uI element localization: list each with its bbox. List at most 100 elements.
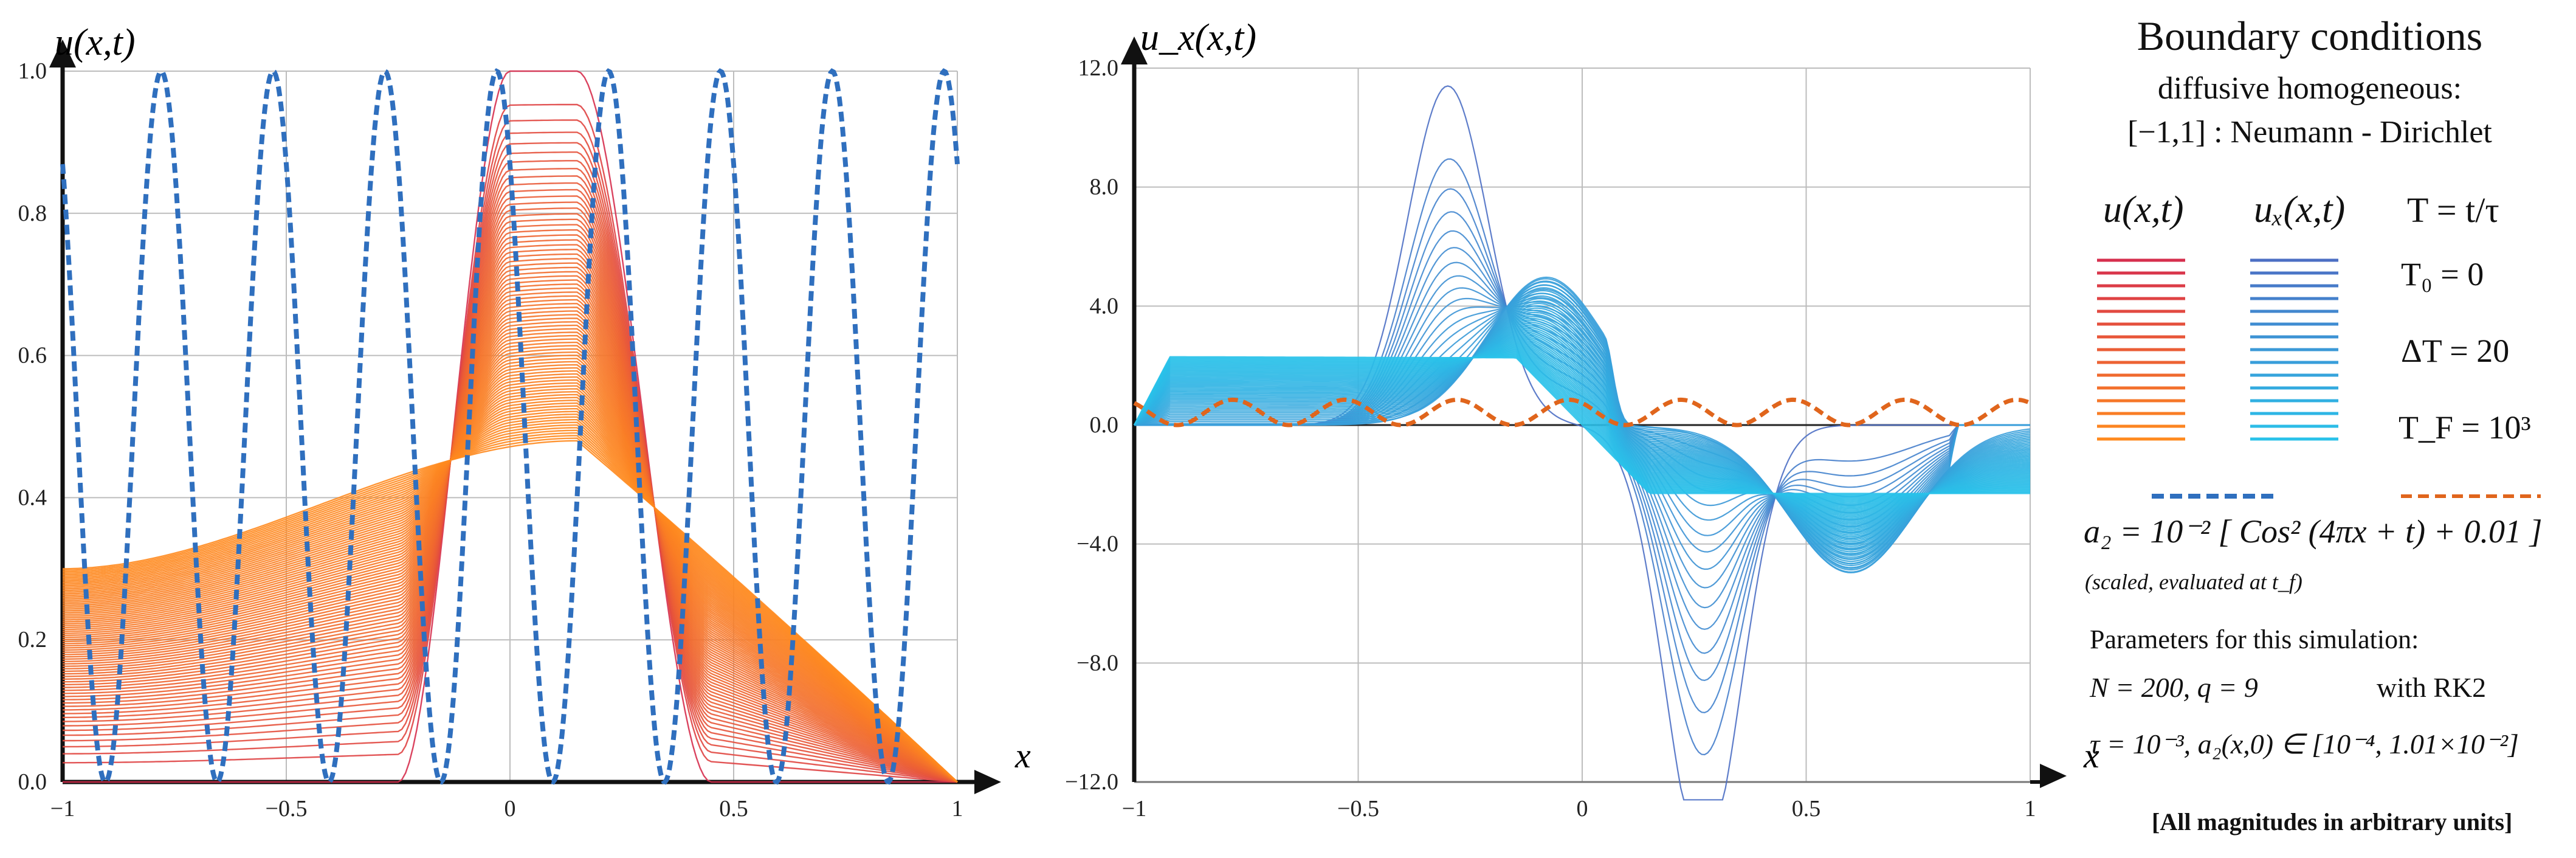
u-curve-39 xyxy=(63,321,958,783)
u-curve-19 xyxy=(63,239,958,783)
u-curve-22 xyxy=(63,253,958,783)
y-tick-label: 0.8 xyxy=(18,201,47,226)
u-curve-79 xyxy=(63,440,958,783)
x-axis-arrow xyxy=(974,770,1001,794)
u-curve-54 xyxy=(63,370,958,783)
legend-panel: Boundary conditions diffusive homogeneou… xyxy=(2061,0,2576,858)
u-curve-3 xyxy=(63,131,958,783)
ux-curve-42 xyxy=(1134,329,2031,530)
ux-curve-55 xyxy=(1134,344,2031,511)
y-tick-label: 8.0 xyxy=(1090,175,1119,200)
legend-dT: ΔT = 20 xyxy=(2401,333,2510,369)
y-tick-label: 0.0 xyxy=(18,769,47,795)
x-tick-label: 1 xyxy=(952,796,963,822)
ux-curve-22 xyxy=(1134,289,2031,564)
u-curve-7 xyxy=(63,168,958,783)
param-row-1: N = 200, q = 9 xyxy=(2090,672,2258,703)
u-curve-66 xyxy=(63,405,958,783)
u-curve-33 xyxy=(63,299,958,783)
u-curve-59 xyxy=(63,385,958,783)
legend-note: (scaled, evaluated at t_f) xyxy=(2085,570,2302,594)
u-curve-48 xyxy=(62,351,958,783)
y-tick-label: 0.2 xyxy=(18,627,47,652)
ux-curve-57 xyxy=(1134,345,2031,509)
u-curve-67 xyxy=(63,408,958,783)
right-chart: −1 −0.5 0 0.5 1 12.0 8.0 4.0 0.0 −4.0 −8.0 −12.0 x u_… xyxy=(1065,17,2099,822)
a2-dashed-curve xyxy=(60,68,960,785)
ux-curve-45 xyxy=(1134,333,2031,525)
ux-curve-40 xyxy=(1134,327,2031,533)
u-curve-68 xyxy=(62,410,958,783)
legend-u-swatches xyxy=(2097,258,2185,441)
u-curve-12 xyxy=(63,201,958,783)
x-tick-label: −1 xyxy=(1122,796,1146,822)
u-curve-69 xyxy=(62,413,958,783)
ux-curve-37 xyxy=(1134,322,2031,538)
ux-curve-51 xyxy=(1134,339,2031,517)
u-curve-28 xyxy=(62,279,958,783)
a2-dashed-curve xyxy=(1133,397,2031,427)
left-chart: −1 −0.5 0 0.5 1 0.0 0.2 0.4 0.6 0.8 1.0 x u(x,t) xyxy=(18,22,1031,822)
ux-curve-30 xyxy=(1134,310,2031,549)
param-row-1b: with RK2 xyxy=(2377,672,2487,703)
ux-curve-39 xyxy=(1134,325,2031,535)
y-tick-label: 12.0 xyxy=(1078,55,1119,81)
u-curve-0 xyxy=(63,70,957,783)
ux-curve-59 xyxy=(1134,348,2031,507)
u-curve-70 xyxy=(62,416,958,783)
u-curve-17 xyxy=(63,229,958,783)
ux-curve-44 xyxy=(1134,331,2031,527)
ux-curve-67 xyxy=(1134,355,2031,497)
u-curve-31 xyxy=(62,291,958,783)
u-curve-13 xyxy=(63,207,958,783)
ux-curve-62 xyxy=(1134,350,2031,503)
ux-curve-56 xyxy=(1134,345,2031,510)
ux-curve-53 xyxy=(1134,342,2031,514)
ux-curve-29 xyxy=(1134,307,2031,551)
ux-curve-48 xyxy=(1134,336,2031,521)
ux-curve-58 xyxy=(1134,347,2031,508)
legend-col-u: u(x,t) xyxy=(2103,189,2184,230)
u-curve-38 xyxy=(63,317,958,783)
ux-curve-24 xyxy=(1134,295,2031,561)
u-curve-36 xyxy=(63,310,958,783)
u-curve-15 xyxy=(63,218,958,783)
x-tick-label: 0 xyxy=(505,796,516,822)
legend-formula: a₂ = 10⁻² [ Cos² (4πx + t) + 0.01 ] xyxy=(2084,513,2543,550)
ux-curve-50 xyxy=(1134,338,2031,518)
legend-col-T: T = t/τ xyxy=(2407,190,2499,230)
legend-TF: T_F = 10³ xyxy=(2399,409,2531,446)
ux-curve-25 xyxy=(1134,297,2031,558)
u-curve-65 xyxy=(62,402,958,783)
u-curve-42 xyxy=(63,331,958,783)
ux-curve-60 xyxy=(1134,348,2031,505)
u-curve-23 xyxy=(63,258,958,783)
u-curve-30 xyxy=(63,287,958,783)
ux-curve-46 xyxy=(1134,334,2031,524)
u-curve-41 xyxy=(63,328,958,783)
y-tick-label: −12.0 xyxy=(1065,769,1118,795)
ux-curve-64 xyxy=(1134,353,2031,500)
x-tick-label: 0.5 xyxy=(719,796,748,822)
ux-curve-65 xyxy=(1134,353,2031,499)
u-curve-57 xyxy=(63,379,958,783)
y-axis-arrow xyxy=(49,40,76,67)
ux-curve-47 xyxy=(1134,335,2031,522)
u-curve-73 xyxy=(63,424,958,783)
ux-curve-26 xyxy=(1134,300,2031,556)
u-curve-40 xyxy=(63,324,958,783)
u-curve-34 xyxy=(63,303,958,783)
y-tick-label: 4.0 xyxy=(1090,293,1119,319)
ux-curve-66 xyxy=(1134,354,2031,498)
ux-curve-36 xyxy=(1134,321,2031,539)
units-note: [All magnitudes in arbitrary units] xyxy=(2152,808,2513,836)
x-tick-label: 0 xyxy=(1577,796,1588,822)
u-curve-4 xyxy=(63,142,958,783)
u-curve-75 xyxy=(62,429,958,783)
u-curve-64 xyxy=(62,400,958,783)
ux-curve-19 xyxy=(1134,281,2031,571)
ux-curve-20 xyxy=(1134,284,2031,569)
u-curve-72 xyxy=(63,421,958,783)
u-curve-43 xyxy=(63,334,958,783)
x-tick-label: −0.5 xyxy=(1337,796,1379,822)
